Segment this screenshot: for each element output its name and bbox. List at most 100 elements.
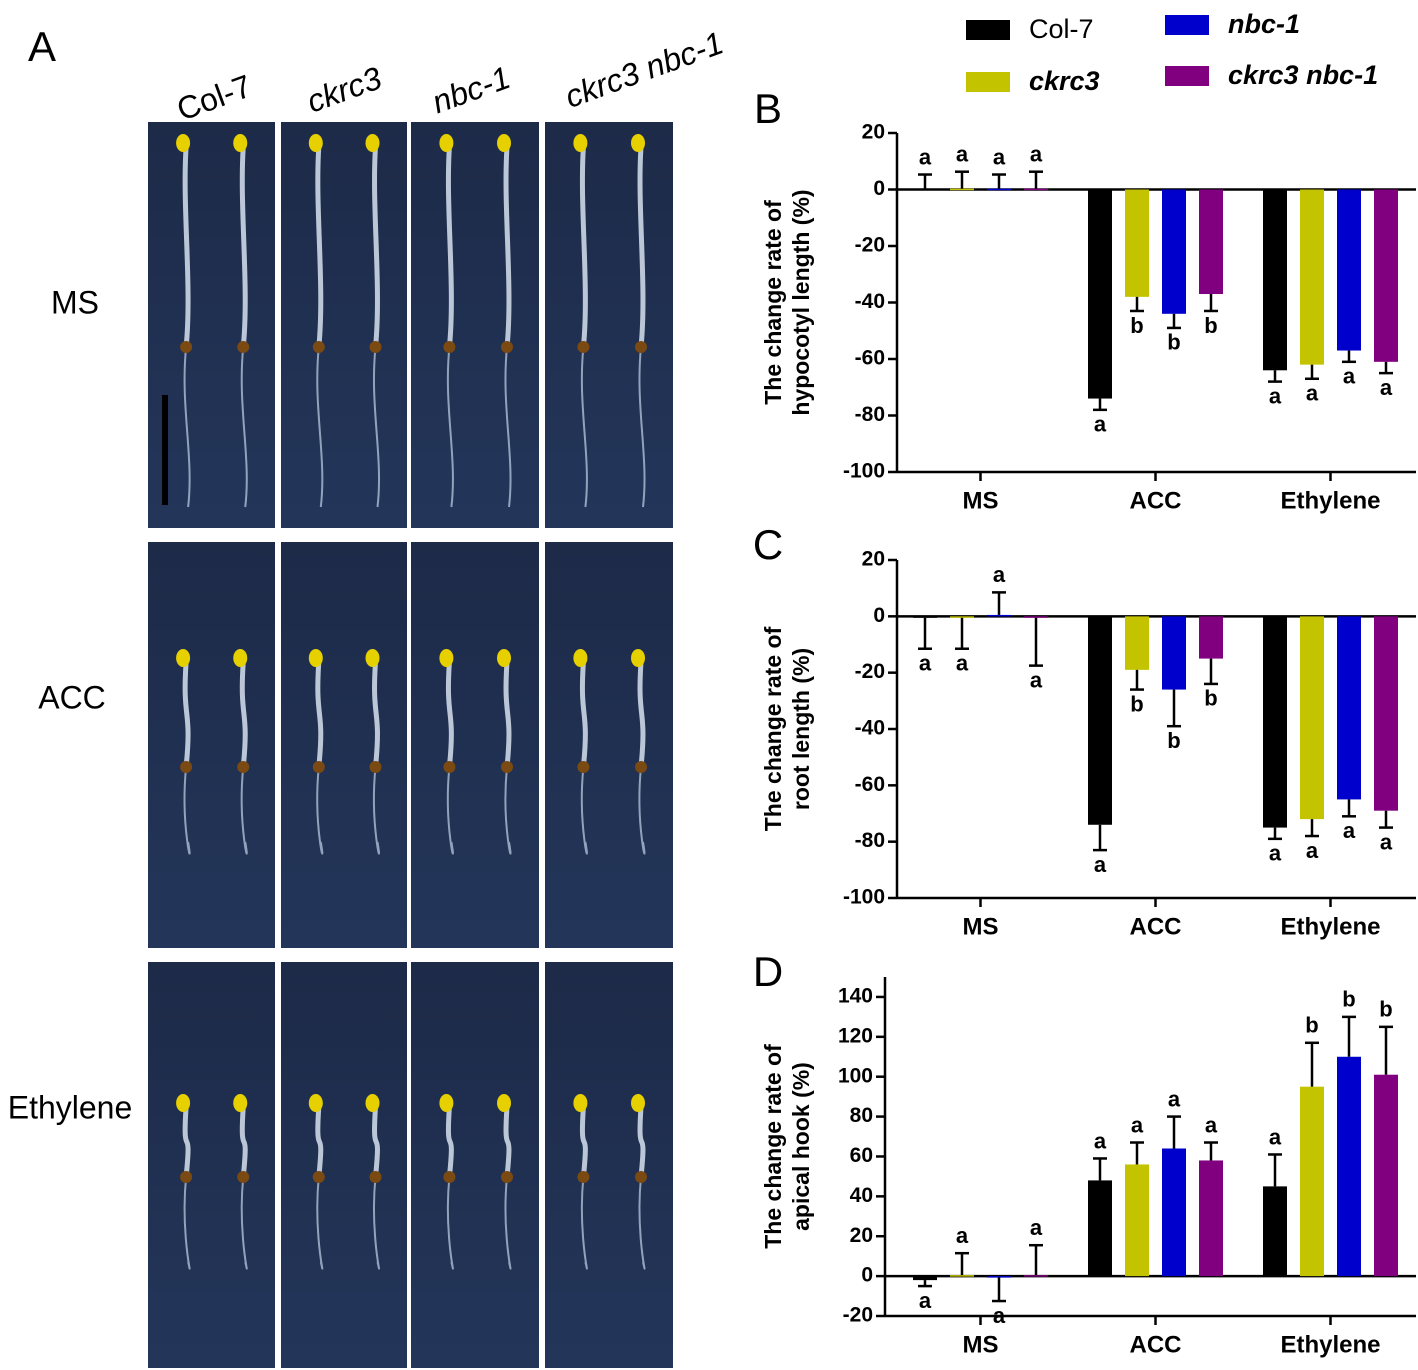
seedling — [372, 146, 380, 348]
cotyledon — [176, 649, 191, 667]
seedling-root — [373, 346, 380, 508]
significance-letter: a — [1205, 1112, 1218, 1137]
legend-swatch — [966, 72, 1010, 92]
seedling-root — [504, 1176, 512, 1270]
significance-letter: a — [1380, 375, 1393, 400]
seedling — [503, 661, 512, 768]
significance-letter: b — [1167, 330, 1180, 355]
seedling — [182, 661, 191, 768]
significance-letter: a — [1269, 383, 1282, 408]
x-tick-label: ACC — [1130, 1331, 1182, 1358]
y-tick-label: 140 — [838, 984, 873, 1007]
seedling — [579, 146, 588, 348]
seedling — [372, 1106, 380, 1178]
legend-swatch — [1165, 66, 1209, 86]
significance-letter: b — [1130, 691, 1143, 716]
seed-coat — [443, 1171, 456, 1183]
cotyledon — [233, 1094, 248, 1112]
significance-letter: b — [1305, 1013, 1318, 1038]
panel-letter: A — [28, 23, 56, 70]
seedling — [315, 1106, 324, 1178]
significance-letter: a — [1306, 381, 1319, 406]
seedling — [445, 1106, 454, 1178]
bar — [1374, 616, 1398, 811]
cotyledon — [631, 134, 645, 152]
bar — [1263, 1186, 1287, 1277]
y-axis-label: hypocotyl length (%) — [788, 189, 814, 415]
y-tick-label: 40 — [850, 1184, 873, 1207]
seed-coat — [237, 1171, 250, 1183]
significance-letter: b — [1204, 313, 1217, 338]
seedling-root — [504, 766, 512, 855]
significance-letter: a — [956, 142, 969, 167]
seed-coat — [237, 761, 250, 773]
legend-swatch — [966, 20, 1010, 40]
row-label: ACC — [38, 679, 106, 715]
y-tick-label: 80 — [850, 1104, 873, 1127]
cotyledon — [497, 1094, 511, 1112]
seedling — [239, 1106, 248, 1178]
cotyledon — [497, 649, 511, 667]
bar — [1125, 189, 1149, 297]
significance-letter: a — [956, 651, 969, 676]
bar — [1162, 1148, 1186, 1277]
x-tick-label: Ethylene — [1280, 1331, 1380, 1358]
panel-letter: B — [754, 85, 782, 132]
bar — [950, 188, 974, 191]
significance-letter: a — [1094, 1128, 1107, 1153]
seed-coat — [180, 341, 193, 353]
cotyledon — [573, 1094, 588, 1112]
significance-letter: b — [1204, 686, 1217, 711]
bar — [1337, 189, 1361, 351]
y-tick-label: -20 — [855, 660, 885, 683]
seedling — [239, 146, 248, 348]
seed-coat — [237, 341, 250, 353]
y-tick-label: 20 — [862, 548, 885, 571]
bar — [1162, 616, 1186, 690]
photo-panel — [281, 542, 407, 948]
bar — [1024, 1275, 1048, 1277]
seedling-root — [240, 1176, 248, 1270]
significance-letter: a — [1030, 667, 1043, 692]
seed-coat — [635, 341, 647, 353]
photo-panel — [411, 122, 539, 528]
y-tick-label: 0 — [873, 177, 885, 200]
cotyledon — [233, 649, 248, 667]
cotyledon — [573, 134, 588, 152]
cotyledon — [308, 649, 323, 667]
significance-letter: a — [1269, 1124, 1282, 1149]
seedling-root — [240, 766, 248, 855]
x-tick-label: ACC — [1130, 913, 1182, 940]
seed-coat — [577, 761, 590, 773]
seedling — [503, 1106, 512, 1178]
cotyledon — [308, 134, 323, 152]
bar — [950, 616, 974, 618]
photo-panel — [148, 542, 275, 948]
y-tick-label: -40 — [855, 290, 885, 313]
cotyledon — [176, 134, 191, 152]
bar — [1162, 189, 1186, 314]
legend-label: ckrc3 nbc-1 — [1228, 60, 1378, 90]
significance-letter: b — [1379, 997, 1392, 1022]
seedling — [315, 146, 324, 348]
bar — [1199, 189, 1223, 295]
bar — [1125, 1164, 1149, 1277]
bar — [1263, 189, 1287, 371]
cotyledon — [176, 1094, 191, 1112]
y-axis-label: apical hook (%) — [788, 1062, 814, 1231]
photo-panel — [281, 962, 407, 1368]
bar — [1024, 616, 1048, 618]
bar — [1300, 616, 1324, 820]
photo-panel — [545, 122, 673, 528]
seed-coat — [577, 341, 590, 353]
seedling — [445, 661, 454, 768]
x-tick-label: Ethylene — [1280, 487, 1380, 514]
y-tick-label: 20 — [850, 1224, 873, 1247]
seedling — [579, 661, 588, 768]
y-axis-label: The change rate of — [760, 626, 786, 831]
bar — [913, 188, 937, 191]
bar — [987, 188, 1011, 191]
column-label: nbc-1 — [427, 59, 515, 120]
seedling-root — [446, 766, 454, 855]
seed-coat — [369, 341, 382, 353]
